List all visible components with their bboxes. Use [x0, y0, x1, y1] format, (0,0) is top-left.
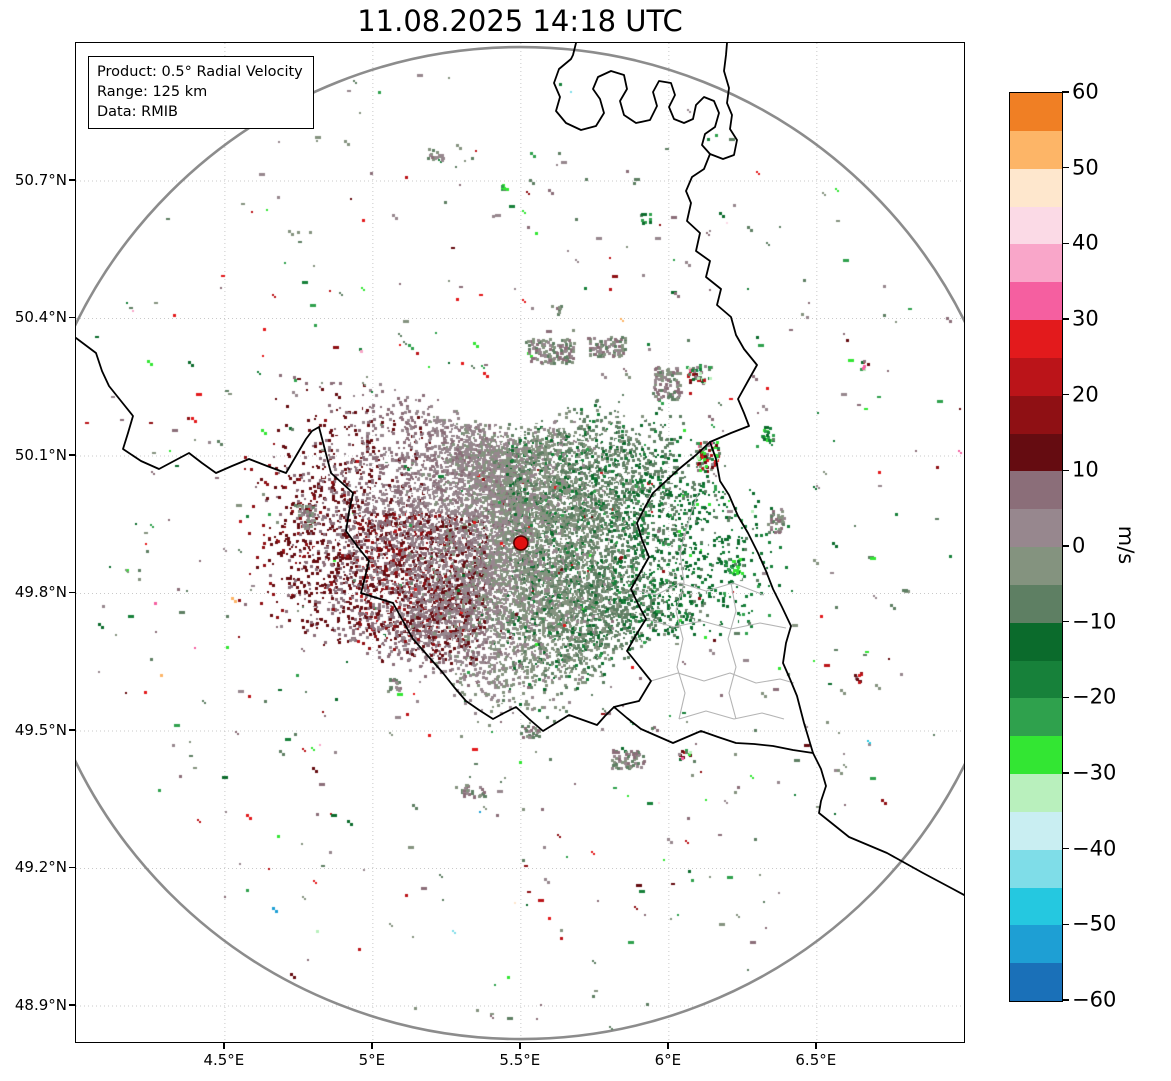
x-tick-label: 5°E [358, 1051, 386, 1069]
colorbar-tick-label: −40 [1072, 836, 1117, 861]
colorbar-tick [1062, 772, 1069, 774]
colorbar-segment [1010, 319, 1062, 358]
colorbar-tick [1062, 318, 1069, 320]
colorbar-tick-label: −50 [1072, 911, 1117, 936]
colorbar-segment [1010, 92, 1062, 131]
x-tick-label: 6.5°E [795, 1051, 837, 1069]
colorbar-segment [1010, 887, 1062, 926]
y-tick-label: 49.5°N [14, 720, 67, 739]
y-axis-tick [69, 454, 75, 456]
colorbar-segment [1010, 735, 1062, 774]
colorbar-segment [1010, 811, 1062, 850]
border-belgium-france [76, 337, 814, 754]
figure-title: 11.08.2025 14:18 UTC [357, 4, 683, 38]
colorbar-segment [1010, 660, 1062, 699]
colorbar-tick-label: 50 [1072, 155, 1099, 180]
colorbar-tick [1062, 91, 1069, 93]
data-source-label: Data: RMIB [97, 104, 178, 120]
colorbar-segment [1010, 773, 1062, 812]
colorbar-gradient [1010, 92, 1062, 1001]
y-tick-label: 49.2°N [14, 858, 67, 877]
y-tick-label: 50.1°N [14, 445, 67, 464]
luxembourg-district-borders [630, 492, 795, 720]
colorbar-segment [1010, 470, 1062, 510]
colorbar-tick-label: −30 [1072, 760, 1117, 785]
colorbar-tick [1062, 393, 1069, 396]
range-label: Range: 125 km [97, 84, 208, 100]
y-axis-tick [69, 316, 75, 319]
colorbar-tick [1062, 923, 1069, 926]
district-border-path [630, 582, 765, 596]
colorbar-segment [1010, 281, 1062, 320]
colorbar-tick [1062, 620, 1069, 623]
district-border-path [650, 672, 795, 684]
y-tick-label: 49.8°N [14, 583, 67, 602]
district-border-path [678, 710, 785, 720]
colorbar-tick-label: −10 [1072, 609, 1117, 634]
colorbar-tick-label: −60 [1072, 987, 1117, 1012]
colorbar-tick [1062, 999, 1069, 1001]
colorbar-segment [1010, 924, 1062, 964]
colorbar-segment [1010, 849, 1062, 888]
colorbar-tick [1062, 545, 1069, 547]
colorbar-tick [1062, 696, 1069, 699]
colorbar-tick [1062, 166, 1069, 169]
x-axis-tick [667, 1043, 669, 1049]
product-label: Product: 0.5° Radial Velocity [97, 64, 303, 80]
colorbar-tick-label: 20 [1072, 382, 1099, 407]
x-tick-label: 4.5°E [203, 1051, 245, 1069]
radar-site-marker [513, 535, 529, 551]
colorbar-segment [1010, 546, 1062, 585]
product-info-box: Product: 0.5° Radial Velocity Range: 125… [88, 56, 314, 129]
district-border-path [727, 582, 737, 720]
y-axis-tick [69, 866, 75, 869]
colorbar-segment [1010, 395, 1062, 434]
colorbar-segment [1010, 697, 1062, 737]
x-axis-tick [815, 1043, 817, 1049]
map-borders-layer [76, 43, 964, 896]
colorbar-segment [1010, 130, 1062, 169]
y-axis-tick [69, 179, 75, 181]
colorbar [1009, 92, 1063, 1002]
colorbar-segment [1010, 508, 1062, 547]
colorbar-tick [1062, 469, 1069, 472]
y-axis-tick [69, 729, 75, 731]
border-belgium-luxembourg [613, 441, 711, 708]
y-tick-label: 50.4°N [14, 308, 67, 327]
colorbar-segment [1010, 622, 1062, 661]
y-axis-tick [69, 1004, 75, 1006]
colorbar-tick-label: 0 [1072, 533, 1086, 558]
colorbar-segment [1010, 433, 1062, 472]
colorbar-segment [1010, 357, 1062, 396]
border-germany-east [685, 153, 964, 896]
x-axis-tick [371, 1043, 373, 1049]
colorbar-tick-label: 40 [1072, 230, 1099, 255]
border-netherlands-belgium-germany [553, 43, 738, 160]
colorbar-segment [1010, 584, 1062, 623]
colorbar-tick [1062, 242, 1069, 245]
colorbar-segment [1010, 962, 1062, 1001]
colorbar-tick [1062, 847, 1069, 850]
x-tick-label: 6°E [654, 1051, 682, 1069]
colorbar-tick-label: 30 [1072, 306, 1099, 331]
x-axis-tick [519, 1043, 521, 1049]
district-border-path [675, 492, 699, 720]
x-tick-label: 5.5°E [499, 1051, 541, 1069]
colorbar-segment [1010, 206, 1062, 245]
colorbar-segment [1010, 168, 1062, 207]
x-axis-tick [223, 1043, 225, 1049]
y-axis-tick [69, 591, 75, 594]
colorbar-tick-label: 60 [1072, 79, 1099, 104]
colorbar-unit-label: m/s [1114, 525, 1138, 565]
country-borders [76, 43, 964, 896]
colorbar-segment [1010, 243, 1062, 283]
colorbar-tick-label: 10 [1072, 457, 1099, 482]
y-tick-label: 50.7°N [14, 170, 67, 189]
colorbar-tick-label: −20 [1072, 684, 1117, 709]
y-tick-label: 48.9°N [14, 995, 67, 1014]
district-border-path [645, 618, 787, 630]
map-plot: Product: 0.5° Radial Velocity Range: 125… [75, 42, 965, 1043]
